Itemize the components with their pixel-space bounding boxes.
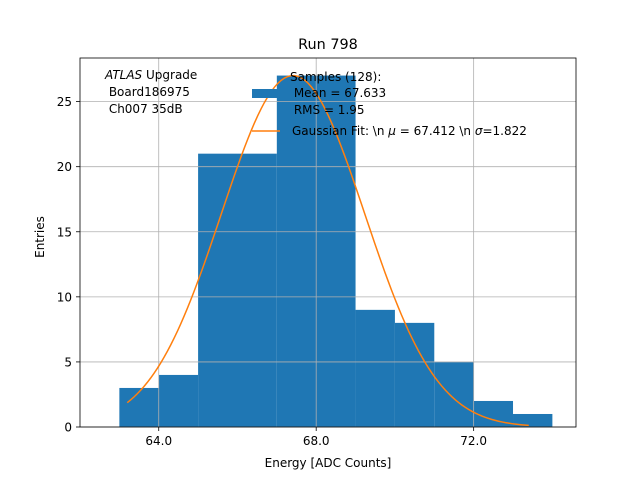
y-tick-label-0: 0: [64, 421, 72, 435]
histogram-bar-6: [434, 361, 474, 427]
axes-frame: [79, 57, 577, 428]
histogram-bar-1: [158, 374, 199, 427]
x-axis-label: Energy [ADC Counts]: [265, 456, 392, 470]
annotation-board: Board186975: [105, 85, 190, 99]
x-tick-label-1: 68.0: [303, 434, 330, 448]
histogram-bar-5: [394, 322, 435, 427]
legend-fit-mu-value: = 67.412 \n: [396, 124, 475, 138]
y-tick-label-5: 25: [57, 95, 72, 109]
y-tick-label-4: 20: [57, 160, 72, 174]
legend-samples: Samples (128):: [290, 70, 381, 84]
legend-mean: Mean = 67.633: [290, 86, 386, 100]
legend-fit-sigma-symbol: σ: [475, 124, 483, 138]
legend-rms: RMS = 1.95: [290, 103, 365, 117]
legend-fit-label: Gaussian Fit: \n μ = 67.412 \n σ=1.822: [292, 124, 527, 138]
y-tick-label-3: 15: [57, 225, 72, 239]
atlas-annotation: ATLAS Upgrade Board186975 Ch007 35dB: [104, 68, 197, 116]
annotation-upgrade: Upgrade: [142, 68, 197, 82]
legend-fit-mu-symbol: μ: [387, 124, 396, 138]
legend: Samples (128): Mean = 67.633 RMS = 1.95 …: [252, 70, 527, 138]
histogram-bar-4: [355, 309, 395, 427]
y-axis-label: Entries: [33, 216, 47, 258]
legend-hist-swatch: [252, 89, 279, 98]
annotation-channel: Ch007 35dB: [105, 102, 183, 116]
y-tick-label-1: 5: [64, 355, 72, 369]
y-tick-label-2: 10: [57, 290, 72, 304]
histogram-bar-0: [119, 387, 159, 427]
histogram-bar-2: [198, 153, 277, 427]
legend-fit-sigma-value: =1.822: [482, 124, 526, 138]
annotation-atlas: ATLAS: [104, 68, 143, 82]
x-tick-label-2: 72.0: [460, 434, 487, 448]
chart-title: Run 798: [298, 37, 358, 53]
histogram-bar-8: [513, 413, 553, 427]
legend-fit-prefix: Gaussian Fit: \n: [292, 124, 388, 138]
x-tick-label-0: 64.0: [145, 434, 172, 448]
axis-ticks: 64.0 68.0 72.0 0 5 10 15 20 25: [57, 95, 487, 448]
annotation-line-1: ATLAS Upgrade: [104, 68, 197, 82]
gaussian-fit-curve: [126, 74, 529, 427]
